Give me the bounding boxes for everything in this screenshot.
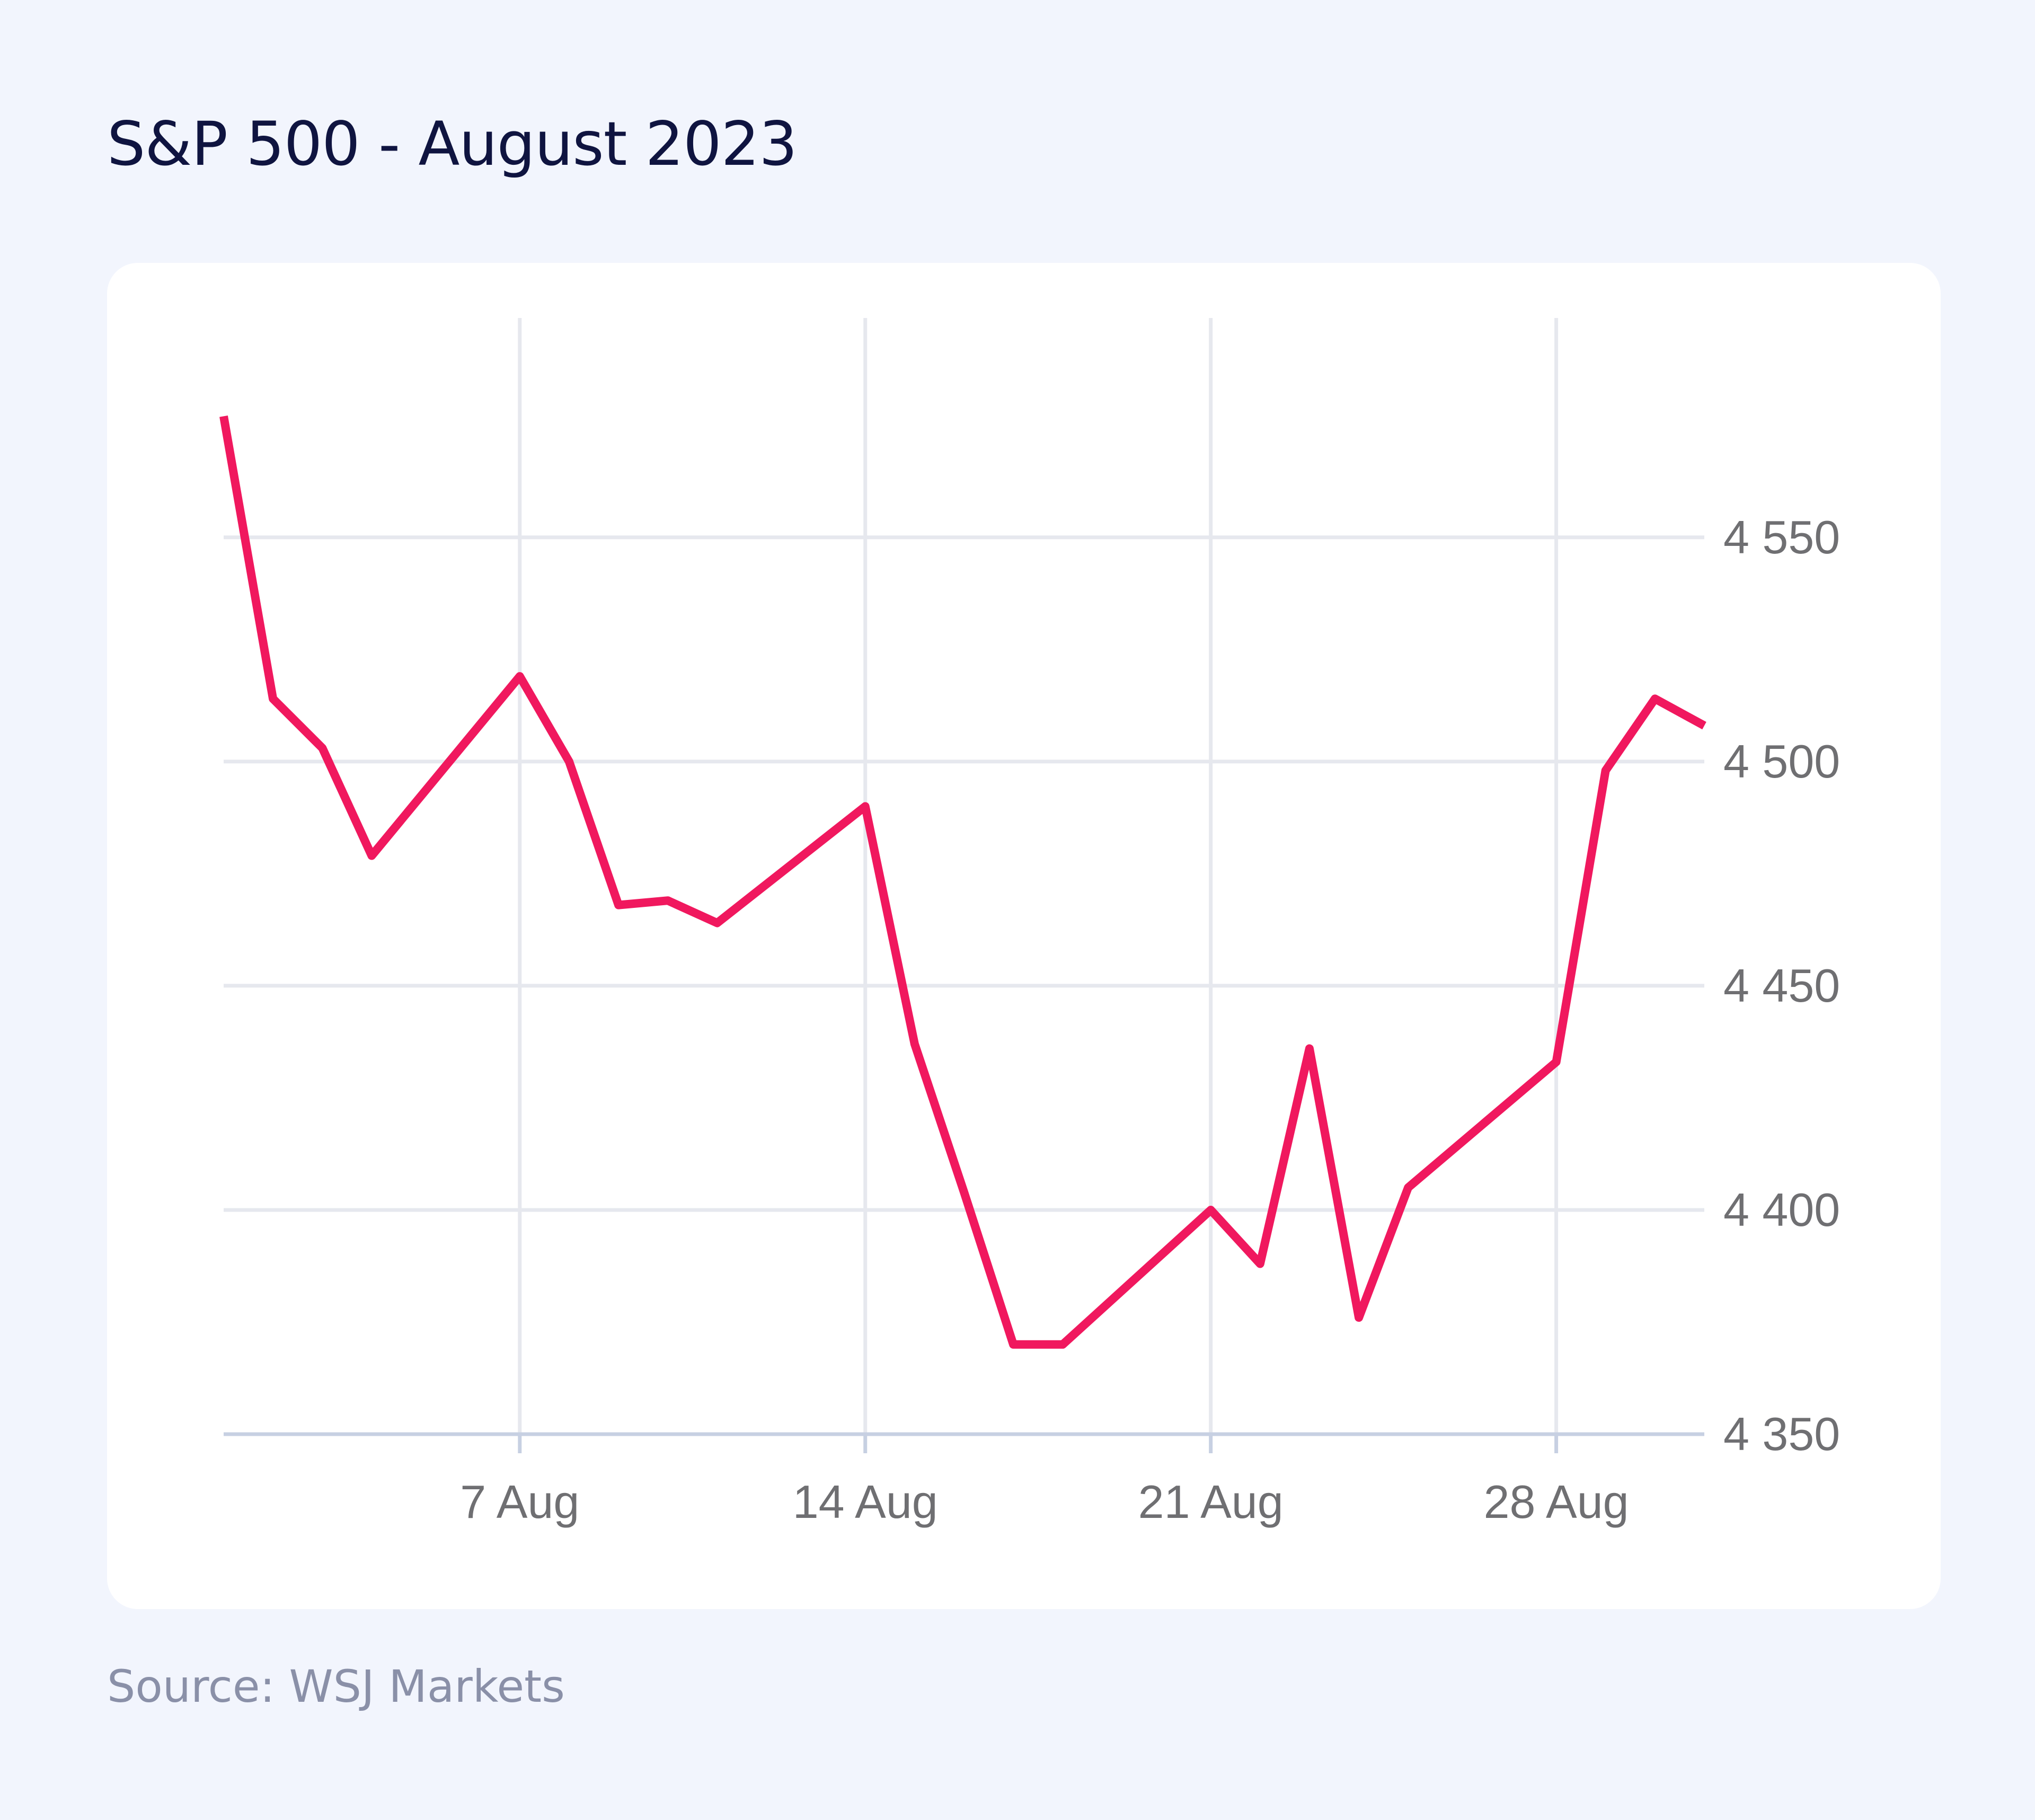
y-tick-label: 4 350 — [1723, 1408, 1840, 1460]
y-tick-label: 4 500 — [1723, 735, 1840, 788]
y-tick-label: 4 550 — [1723, 511, 1840, 563]
series-line — [219, 416, 1706, 1349]
source-note: Source: WSJ Markets — [107, 1660, 565, 1712]
chart-title: S&P 500 - August 2023 — [107, 109, 798, 179]
chart-card — [107, 263, 1941, 1609]
axis-layer — [224, 1432, 1704, 1453]
series-layer — [219, 416, 1706, 1349]
grid-layer — [224, 318, 1704, 1434]
tick-label-layer: 4 350 4 400 4 450 4 500 4 550 7 Aug 14 Aug 21 A… — [460, 511, 1840, 1528]
y-tick-label: 4 400 — [1723, 1183, 1840, 1236]
y-tick-label: 4 450 — [1723, 959, 1840, 1012]
x-tick-label: 28 Aug — [1484, 1476, 1629, 1528]
x-tick-label: 21 Aug — [1138, 1476, 1284, 1528]
x-tick-label: 14 Aug — [793, 1476, 938, 1528]
x-tick-label: 7 Aug — [460, 1476, 579, 1528]
